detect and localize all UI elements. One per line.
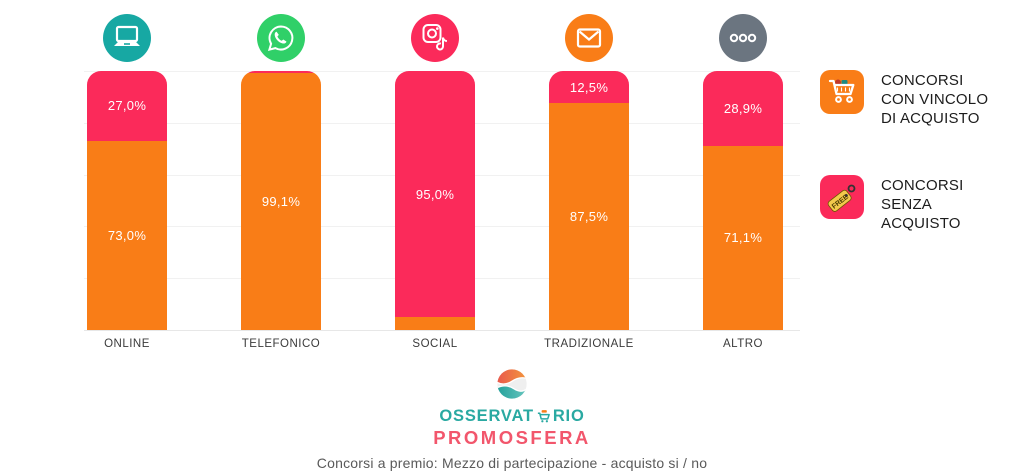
- bar-segment: 28,9%: [703, 71, 783, 146]
- bar-segment: 73,0%: [87, 140, 167, 330]
- chart-columns: 27,0% 73,0% ONLINE 99,1% TELEFONICO 95,0% SO…: [50, 14, 820, 350]
- brand-text-post: RIO: [552, 407, 585, 425]
- chart-caption: Concorsi a premio: Mezzo di partecipazio…: [316, 455, 708, 471]
- bar-segment: 71,1%: [703, 145, 783, 330]
- bar-segment: 87,5%: [549, 103, 629, 330]
- chart-column-online: 27,0% 73,0% ONLINE: [50, 14, 204, 350]
- category-label: ALTRO: [723, 338, 763, 350]
- legend-label-senza-acquisto: CONCORSI SENZA ACQUISTO: [881, 177, 964, 232]
- brand-cart-icon: [537, 410, 550, 423]
- shopping-cart-icon: [820, 70, 864, 114]
- chart-column-telefonico: 99,1% TELEFONICO: [204, 14, 358, 350]
- whatsapp-icon: [257, 14, 305, 62]
- laptop-icon: [103, 14, 151, 62]
- category-label: TRADIZIONALE: [544, 338, 634, 350]
- value-label: 12,5%: [569, 79, 609, 95]
- chart-column-tradizionale: 12,5% 87,5% TRADIZIONALE: [512, 14, 666, 350]
- instagram-tiktok-icon: [411, 14, 459, 62]
- brand-promosfera: PROMOSFERA: [433, 427, 591, 448]
- value-label: 87,5%: [569, 209, 609, 225]
- value-label: 27,0%: [107, 98, 147, 114]
- bar-social: 95,0%: [395, 71, 475, 330]
- bar-segment: 99,1%: [241, 73, 321, 330]
- bar-segment: [241, 71, 321, 74]
- bar-online: 27,0% 73,0%: [87, 71, 167, 330]
- gridline: [84, 330, 800, 331]
- ellipsis-icon: [719, 14, 767, 62]
- bar-segment: 27,0%: [87, 71, 167, 141]
- legend-item-senza-acquisto: FREE CONCORSI SENZA ACQUISTO: [820, 175, 1020, 233]
- stacked-bar-chart: 27,0% 73,0% ONLINE 99,1% TELEFONICO 95,0% SO…: [50, 14, 820, 350]
- promosfera-globe-logo: [495, 367, 529, 402]
- bar-segment: [395, 317, 475, 330]
- legend: CONCORSI CON VINCOLO DI ACQUISTO FREE CO…: [820, 70, 1020, 280]
- brand-text-pre: OSSERVAT: [439, 407, 534, 425]
- envelope-icon: [565, 14, 613, 62]
- bar-telefonico: 99,1%: [241, 71, 321, 330]
- value-label: 28,9%: [723, 100, 763, 116]
- legend-item-con-vincolo: CONCORSI CON VINCOLO DI ACQUISTO: [820, 70, 1020, 128]
- value-label: 99,1%: [261, 194, 301, 210]
- chart-column-altro: 28,9% 71,1% ALTRO: [666, 14, 820, 350]
- category-label: TELEFONICO: [241, 338, 321, 350]
- free-tag-icon: FREE: [820, 175, 864, 219]
- legend-label-con-vincolo: CONCORSI CON VINCOLO DI ACQUISTO: [881, 72, 989, 127]
- category-label: ONLINE: [104, 338, 150, 350]
- brand-osservatorio: OSSERVAT RIO: [0, 407, 1024, 426]
- value-label: 73,0%: [107, 227, 147, 243]
- value-label: 95,0%: [415, 186, 455, 202]
- bar-altro: 28,9% 71,1%: [703, 71, 783, 330]
- bar-tradizionale: 12,5% 87,5%: [549, 71, 629, 330]
- bar-segment: 95,0%: [395, 71, 475, 318]
- chart-column-social: 95,0% SOCIAL: [358, 14, 512, 350]
- footer-branding: OSSERVAT RIO PROMOSFERA Concorsi a premi…: [0, 367, 1024, 471]
- bar-segment: 12,5%: [549, 71, 629, 104]
- category-label: SOCIAL: [412, 338, 458, 350]
- value-label: 71,1%: [723, 230, 763, 246]
